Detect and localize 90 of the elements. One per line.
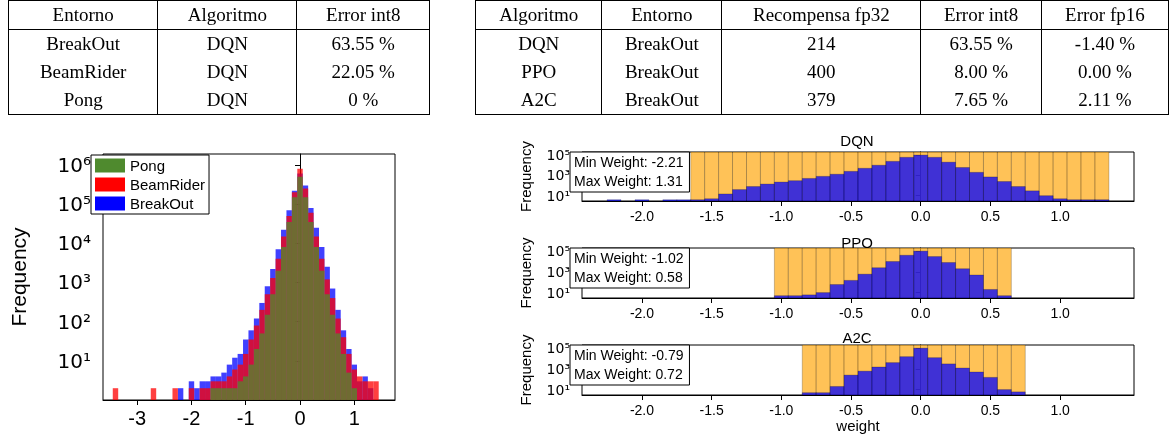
text: 7.65 % [954, 89, 1008, 110]
text: BeamRider [39, 61, 127, 82]
text: BreakOut [46, 33, 121, 54]
x-tick-label: 1.0 [1050, 208, 1071, 224]
text: BreakOut [624, 33, 699, 54]
annotation: Min Weight: -1.02 [574, 250, 684, 266]
text: BreakOut [624, 61, 699, 82]
x-tick-label: -2.0 [629, 208, 655, 224]
category-label: Error fp16 [1041, 0, 1169, 30]
x-tick-label: 0.0 [910, 402, 931, 418]
x-tick-label: 1 [348, 407, 360, 429]
y-tick-label: 10³ [546, 360, 570, 377]
x-tick-label: -2 [182, 407, 201, 429]
x-tick-label: 0.5 [980, 402, 1001, 418]
y-tick-label: 10¹ [546, 187, 570, 204]
y-tick-label: 10¹ [57, 348, 91, 373]
chart-title: A2C [842, 329, 872, 346]
text: DQN [518, 33, 560, 54]
text: 2.11 % [1078, 89, 1132, 110]
y-tick-label: 10³ [546, 263, 570, 280]
annotation: Max Weight: 0.58 [574, 269, 683, 285]
x-tick-label: -0.5 [838, 208, 864, 224]
y-tick-label: 10⁵ [546, 340, 570, 357]
y-tick-label: 10³ [57, 270, 91, 295]
x-axis-title: weight [835, 416, 881, 434]
x-tick-label: 0 [294, 407, 306, 429]
text: PPO [521, 61, 557, 82]
category-label: Algoritmo [157, 0, 297, 30]
text: 214 [807, 33, 836, 54]
y-tick-label: 10⁵ [57, 192, 91, 217]
x-tick-label: -1.0 [769, 305, 794, 321]
x-tick-label: 1.0 [1050, 305, 1071, 321]
legend-label: BreakOut [130, 195, 195, 212]
x-tick-label: 0.0 [910, 208, 931, 224]
x-tick-label: -2.0 [629, 402, 655, 418]
annotation: Min Weight: -2.21 [574, 154, 684, 170]
text: -1.40 % [1074, 33, 1135, 54]
y-tick-label: 10² [57, 309, 91, 334]
x-tick-label: -1.5 [699, 305, 724, 321]
chart-title: DQN [840, 132, 874, 149]
y-axis-title: Frequency [7, 226, 30, 327]
legend-label: BeamRider [130, 176, 206, 193]
x-tick-label: -1.5 [699, 402, 724, 418]
annotation: Max Weight: 0.72 [574, 366, 683, 382]
x-tick-label: -1.0 [769, 208, 794, 224]
text: 22.05 % [331, 61, 395, 82]
text: A2C [520, 89, 557, 110]
text: 8.00 % [954, 61, 1008, 82]
x-tick-label: -3 [128, 407, 147, 429]
y-tick-label: 10¹ [546, 381, 570, 398]
annotation: Min Weight: -0.79 [574, 347, 684, 363]
x-tick-label: 0.5 [980, 305, 1001, 321]
y-tick-label: 10⁶ [57, 152, 91, 177]
annotation: Max Weight: 1.31 [574, 173, 683, 189]
x-tick-label: -1.5 [699, 208, 724, 224]
text: DQN [206, 61, 248, 82]
x-tick-label: -1 [236, 407, 255, 429]
x-tick-label: 0.5 [980, 208, 1001, 224]
x-tick-label: 0.0 [910, 305, 931, 321]
x-tick-label: -2.0 [629, 305, 655, 321]
y-tick-label: 10¹ [546, 284, 570, 301]
category-label: Entorno [8, 0, 158, 30]
category-label: Recompensa fp32 [721, 0, 921, 30]
category-label: Entorno [601, 0, 722, 30]
x-tick-label: -1.0 [769, 402, 794, 418]
chart-title: PPO [841, 234, 873, 251]
text: 63.55 % [949, 33, 1013, 54]
x-tick-label: -0.5 [838, 402, 864, 418]
y-tick-label: 10³ [546, 167, 570, 184]
text: 0 % [348, 89, 379, 110]
text: DQN [206, 89, 248, 110]
text: Pong [63, 89, 103, 110]
text: BreakOut [624, 89, 699, 110]
x-tick-label: -0.5 [838, 305, 864, 321]
category-label: Algoritmo [475, 0, 602, 30]
y-axis-title: Frequency [517, 140, 534, 212]
y-tick-label: 10⁵ [546, 243, 570, 260]
text: 0.00 % [1078, 61, 1132, 82]
text: DQN [206, 33, 248, 54]
y-tick-label: 10⁵ [546, 147, 570, 164]
text: 63.55 % [331, 33, 395, 54]
y-axis-title: Frequency [517, 334, 534, 406]
x-tick-label: 1.0 [1050, 402, 1071, 418]
y-axis-title: Frequency [517, 237, 534, 309]
category-label: Error int8 [920, 0, 1042, 30]
category-label: Error int8 [296, 0, 430, 30]
text: 379 [807, 89, 836, 110]
text: 400 [807, 61, 836, 82]
y-tick-label: 10⁴ [57, 231, 91, 256]
legend-label: Pong [130, 157, 166, 174]
